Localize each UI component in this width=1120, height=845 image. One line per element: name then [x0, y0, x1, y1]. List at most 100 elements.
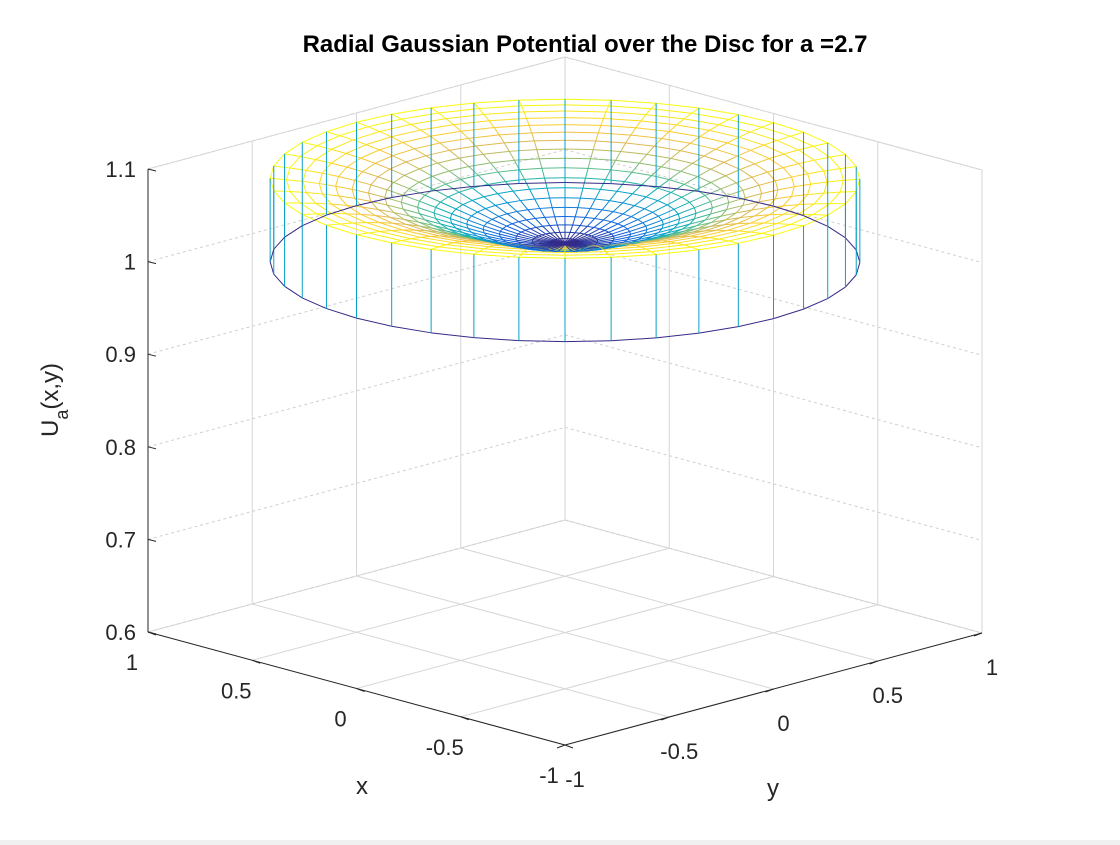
mesh-ring [366, 223, 391, 231]
mesh-ring [450, 214, 451, 219]
mesh-spoke [499, 135, 504, 143]
mesh-spoke [517, 212, 527, 220]
mesh-ring [326, 122, 356, 131]
mesh-ring [814, 160, 824, 171]
mesh-ring [565, 118, 603, 119]
mesh-ring [691, 113, 728, 119]
z-tick-label: 0.7 [105, 527, 136, 552]
rim-bottom-edge [856, 250, 860, 262]
mesh-ring [446, 114, 484, 118]
mesh-spoke [496, 205, 508, 213]
x-axis-label: x [356, 773, 368, 800]
mesh-spoke [507, 203, 517, 212]
mesh-spoke [463, 205, 478, 213]
mesh-ring [808, 184, 811, 194]
mesh-spoke [580, 217, 585, 225]
mesh-ring [453, 121, 489, 125]
mesh-ring [641, 121, 677, 125]
mesh-spoke [711, 176, 726, 183]
mesh-spoke [662, 131, 669, 138]
mesh-spoke [824, 169, 840, 171]
mesh-ring [719, 232, 750, 239]
mesh-spoke [453, 241, 460, 242]
mesh-ring [484, 194, 498, 197]
mesh-ring [631, 217, 638, 220]
rim-bottom-edge [285, 226, 303, 238]
mesh-spoke [623, 206, 635, 214]
mesh-ring [623, 203, 635, 206]
mesh-spoke [611, 214, 623, 222]
rim-bottom-edge [392, 326, 431, 333]
mesh-spoke [646, 109, 651, 115]
mesh-ring [565, 111, 606, 112]
mesh-ring [845, 192, 856, 204]
mesh-spoke [452, 214, 468, 220]
rim-bottom-edge [656, 187, 699, 192]
rim-bottom-edge [656, 333, 699, 338]
mesh-spoke [322, 194, 338, 196]
y-tick-label: 0 [777, 711, 789, 736]
mesh-spoke [790, 224, 803, 225]
mesh-spoke [368, 232, 380, 233]
mesh-ring [378, 169, 390, 177]
mesh-spoke [421, 236, 431, 237]
mesh-spoke [521, 232, 536, 237]
mesh-spoke [600, 180, 605, 190]
mesh-spoke [580, 188, 583, 198]
rim-bottom-edge [828, 287, 846, 299]
mesh-spoke [681, 143, 691, 150]
mesh-spoke [595, 189, 600, 199]
mesh-spoke [421, 130, 431, 136]
mesh-ring [709, 231, 738, 238]
mesh-spoke [440, 202, 456, 209]
mesh-spoke [532, 133, 535, 141]
mesh-spoke [331, 163, 347, 167]
mesh-spoke [727, 230, 739, 231]
mesh-ring [477, 209, 485, 213]
mesh-spoke [598, 125, 601, 133]
mesh-ring [357, 114, 392, 122]
mesh-ring [604, 220, 612, 222]
mesh-ring [535, 198, 550, 199]
mesh-ring [449, 167, 469, 171]
mesh-ring [326, 225, 356, 235]
mesh-ring [611, 170, 632, 172]
mesh-spoke [525, 179, 530, 189]
z-tick-mark [148, 539, 156, 541]
mesh-spoke [418, 207, 434, 213]
mesh-spoke [677, 243, 684, 245]
mesh-spoke [636, 121, 641, 128]
mesh-ring [362, 163, 375, 171]
mesh-spoke [379, 223, 392, 224]
mesh-spoke [740, 164, 755, 170]
mesh-ring [799, 150, 815, 160]
mesh-spoke [737, 223, 750, 224]
mesh-spoke [751, 145, 764, 150]
mesh-ring [371, 177, 378, 185]
mesh-spoke [528, 210, 535, 219]
mesh-spoke [653, 205, 668, 213]
mesh-spoke [322, 173, 338, 176]
mesh-ring [290, 157, 300, 168]
mesh-spoke [601, 118, 604, 125]
mesh-spoke [595, 210, 602, 219]
mesh-spoke [743, 185, 759, 190]
mesh-ring [588, 168, 610, 169]
mesh-spoke [357, 233, 369, 235]
mesh-spoke [406, 162, 419, 169]
mesh-spoke [393, 156, 406, 162]
mesh-spoke [592, 230, 605, 236]
mesh-spoke [529, 125, 532, 133]
mesh-spoke [540, 250, 545, 251]
mesh-spoke [729, 115, 739, 120]
mesh-ring [540, 208, 552, 209]
mesh-spoke [570, 225, 573, 232]
mesh-ring [498, 191, 513, 194]
mesh-ring [319, 173, 322, 183]
mesh-spoke [536, 248, 546, 249]
mesh-spoke [585, 208, 590, 217]
mesh-ring [646, 197, 658, 201]
mesh-spoke [604, 212, 614, 220]
mesh-ring [525, 178, 545, 179]
